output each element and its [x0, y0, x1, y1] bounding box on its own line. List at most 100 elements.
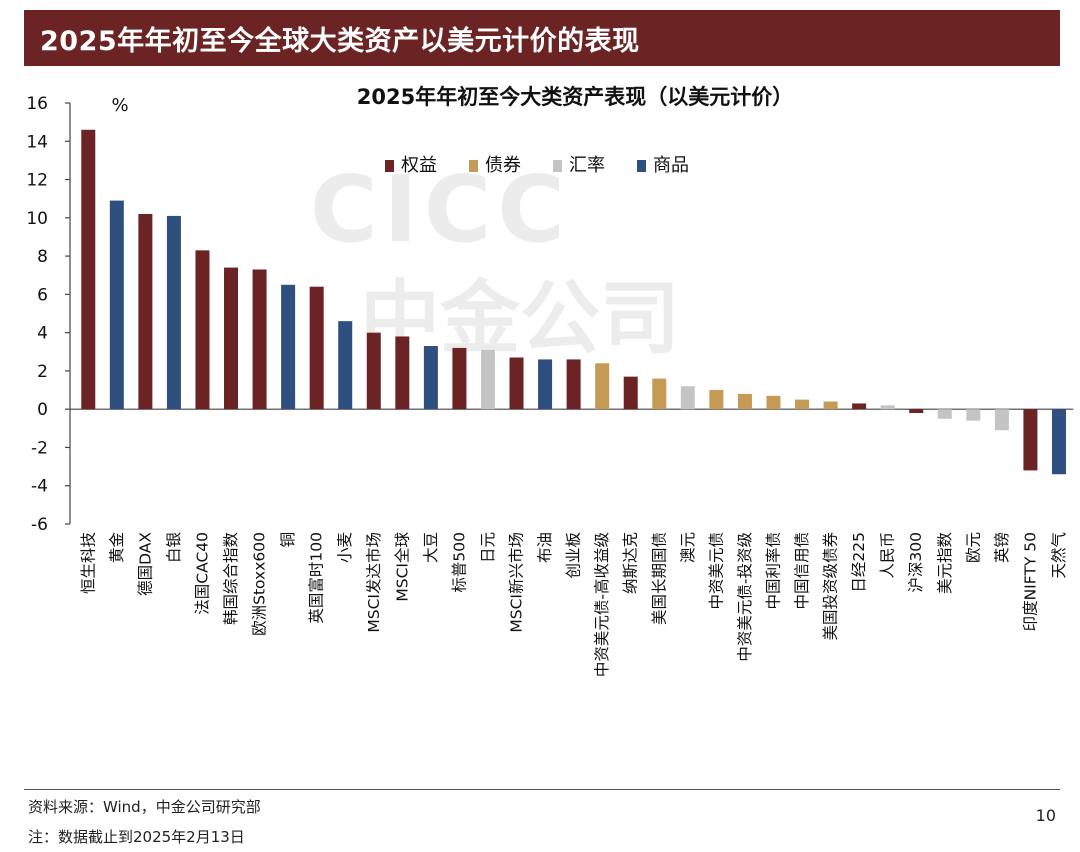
y-tick-label: -6 — [31, 515, 48, 535]
x-tick-label: 澳元 — [679, 532, 697, 563]
header-bar: 2025年年初至今全球大类资产以美元计价的表现 — [24, 10, 1060, 66]
bar — [652, 378, 667, 410]
x-tick-label: 人民币 — [879, 532, 897, 579]
bar — [538, 359, 553, 410]
bar — [852, 403, 867, 410]
bar — [909, 409, 924, 414]
bar — [994, 409, 1009, 431]
bar — [366, 332, 381, 410]
x-tick-label: 欧洲Stoxx600 — [251, 532, 269, 636]
x-tick-label: 英国富时100 — [308, 532, 326, 624]
page-title: 2025年年初至今全球大类资产以美元计价的表现 — [40, 26, 640, 57]
x-tick-label: 黄金 — [108, 532, 126, 564]
bar — [281, 284, 296, 410]
bar — [480, 349, 495, 410]
x-tick-label: 中国信用债 — [793, 532, 811, 610]
bar — [680, 386, 695, 410]
chart-title: 2025年年初至今大类资产表现（以美元计价） — [357, 85, 793, 109]
bar — [1051, 409, 1066, 475]
bar — [595, 363, 610, 410]
y-tick-label: 16 — [26, 94, 48, 114]
bar — [823, 401, 838, 410]
bar — [880, 405, 895, 410]
x-tick-label: 美国投资级债券 — [822, 532, 840, 641]
x-tick-label: 中资美元债 — [707, 532, 725, 610]
bar — [709, 390, 724, 410]
bar — [937, 409, 952, 419]
bar — [309, 286, 324, 410]
bar — [1023, 409, 1038, 471]
y-tick-label: -4 — [31, 477, 48, 497]
x-tick-label: 布油 — [536, 532, 554, 563]
x-tick-label: 标普500 — [450, 532, 468, 593]
x-tick-label: 天然气 — [1050, 532, 1068, 579]
bar — [224, 267, 239, 410]
bar — [138, 213, 153, 410]
x-tick-label: 白银 — [165, 532, 183, 564]
x-tick-label: 美元指数 — [936, 532, 954, 595]
y-tick-label: -2 — [31, 438, 48, 458]
page-number: 10 — [1035, 806, 1056, 825]
footer-divider — [24, 789, 1060, 790]
x-tick-label: 日元 — [479, 532, 497, 563]
x-tick-label: 韩国综合指数 — [222, 532, 240, 626]
x-tick-label: 中国利率债 — [764, 532, 782, 610]
bar — [737, 393, 752, 410]
bar — [109, 200, 124, 410]
bar — [423, 346, 438, 410]
x-tick-label: 欧元 — [964, 532, 982, 563]
legend-label: 债券 — [485, 155, 521, 176]
bar — [766, 395, 781, 410]
y-tick-label: 0 — [37, 400, 48, 420]
bar — [252, 269, 267, 410]
bar — [338, 321, 353, 410]
x-tick-label: 日经225 — [850, 532, 868, 593]
y-tick-label: 8 — [37, 247, 48, 267]
bar — [623, 376, 638, 410]
x-tick-label: MSCI全球 — [393, 532, 411, 602]
legend-swatch — [637, 160, 646, 172]
bar — [566, 359, 581, 410]
x-tick-label: 大豆 — [422, 532, 440, 563]
y-tick-label: 12 — [26, 171, 48, 191]
y-tick-label: 6 — [37, 285, 48, 305]
bar — [81, 129, 96, 410]
legend-label: 权益 — [401, 155, 437, 176]
x-tick-label: 小麦 — [336, 532, 354, 563]
x-tick-label: 英镑 — [993, 532, 1011, 563]
x-tick-label: 纳斯达克 — [622, 532, 640, 594]
watermark-text: CICC — [310, 156, 571, 263]
bar — [395, 336, 410, 410]
legend-swatch — [469, 160, 478, 172]
y-tick-label: 2 — [37, 362, 48, 382]
y-tick-label: 14 — [26, 132, 48, 152]
legend-swatch — [553, 160, 562, 172]
x-tick-label: 中资美元债-高收益级 — [593, 532, 611, 677]
bar — [195, 250, 210, 410]
x-tick-label: 沪深300 — [907, 532, 925, 593]
x-tick-label: 法国CAC40 — [193, 532, 211, 615]
y-tick-label: 4 — [37, 324, 48, 344]
source-note: 资料来源：Wind，中金公司研究部 — [28, 798, 261, 816]
x-tick-label: 铜 — [279, 532, 297, 548]
bar — [966, 409, 981, 421]
watermark-text: 中金公司 — [360, 272, 680, 365]
legend-swatch — [385, 160, 394, 172]
y-axis-unit: % — [111, 95, 128, 116]
legend-label: 商品 — [653, 155, 689, 176]
bar — [795, 399, 810, 410]
x-tick-label: 恒生科技 — [79, 532, 97, 594]
x-tick-label: 德国DAX — [136, 532, 154, 596]
bar — [452, 347, 467, 410]
date-note: 注：数据截止到2025年2月13日 — [28, 828, 245, 846]
x-tick-label: 印度NIFTY 50 — [1021, 532, 1039, 631]
x-tick-label: 中资美元债-投资级 — [736, 532, 754, 662]
y-tick-label: 10 — [26, 209, 48, 229]
x-tick-label: MSCI发达市场 — [365, 532, 383, 633]
x-tick-label: MSCI新兴市场 — [508, 532, 526, 633]
legend-label: 汇率 — [569, 155, 605, 176]
x-tick-label: 创业板 — [565, 532, 583, 579]
bar — [166, 215, 181, 410]
bar — [509, 357, 524, 410]
